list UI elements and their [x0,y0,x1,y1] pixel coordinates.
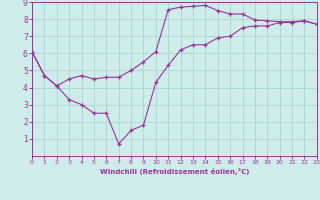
X-axis label: Windchill (Refroidissement éolien,°C): Windchill (Refroidissement éolien,°C) [100,168,249,175]
